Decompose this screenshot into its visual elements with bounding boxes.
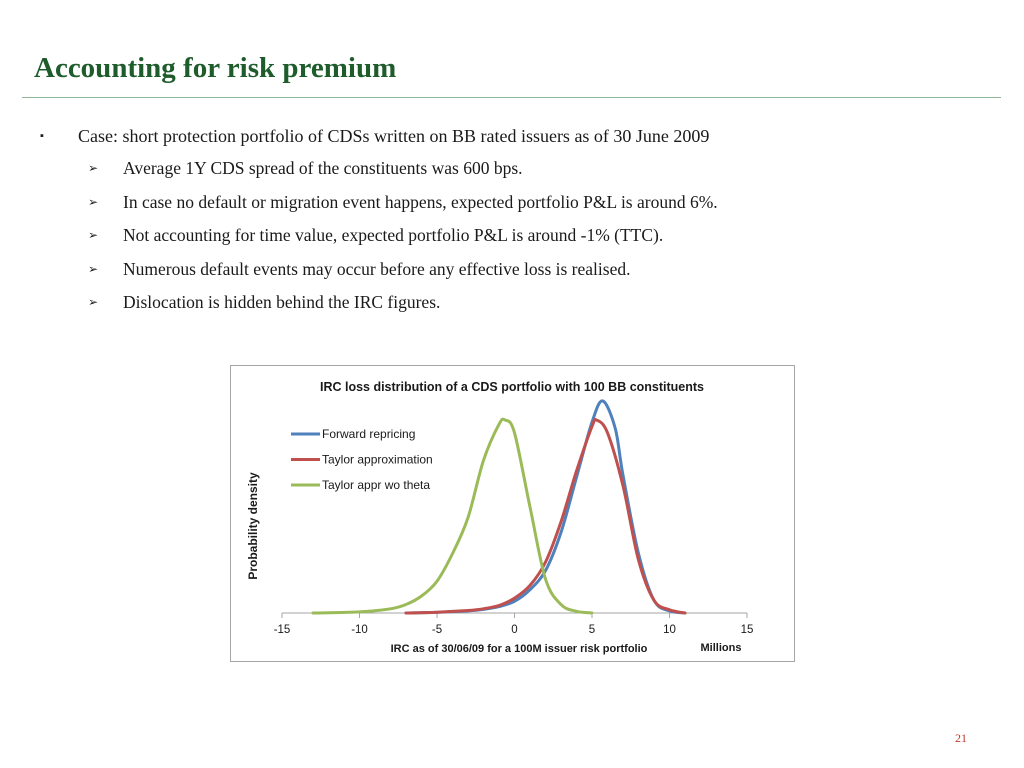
x-tick-label: -10 bbox=[351, 624, 368, 636]
legend-label: Forward repricing bbox=[322, 427, 415, 441]
sub-bullet-text: Average 1Y CDS spread of the constituent… bbox=[123, 158, 523, 178]
square-bullet-icon: ▪ bbox=[40, 130, 44, 142]
legend-label: Taylor appr wo theta bbox=[322, 478, 430, 492]
chart-title: IRC loss distribution of a CDS portfolio… bbox=[320, 380, 704, 394]
slide-title: Accounting for risk premium bbox=[34, 52, 397, 84]
x-tick-label: 10 bbox=[663, 624, 676, 636]
sub-bullet-text: Dislocation is hidden behind the IRC fig… bbox=[123, 292, 441, 312]
arrow-bullet-icon: ➢ bbox=[88, 161, 99, 175]
taylor-approximation-line bbox=[404, 417, 687, 615]
arrow-bullet-icon: ➢ bbox=[88, 261, 99, 276]
sub-bullet: ➢ Numerous default events may occur befo… bbox=[34, 255, 984, 289]
y-axis-label: Probability density bbox=[246, 472, 260, 580]
arrow-bullet-icon: ➢ bbox=[88, 194, 99, 209]
sub-bullet: ➢ In case no default or migration event … bbox=[34, 188, 984, 222]
x-tick-label: 0 bbox=[511, 624, 517, 636]
x-axis-label: IRC as of 30/06/09 for a 100M issuer ris… bbox=[391, 643, 648, 655]
bullet-main-text: Case: short protection portfolio of CDSs… bbox=[78, 126, 710, 146]
arrow-bullet-icon: ➢ bbox=[88, 228, 99, 242]
x-tick-label: 15 bbox=[741, 624, 754, 636]
chart-legend: Forward repricing Taylor approximation Tay… bbox=[291, 427, 433, 492]
sub-bullet: ➢ Not accounting for time value, expecte… bbox=[34, 221, 984, 255]
plot-series bbox=[311, 399, 687, 615]
x-tick-label: -5 bbox=[432, 624, 442, 636]
irc-chart: IRC loss distribution of a CDS portfolio… bbox=[230, 365, 795, 662]
title-divider bbox=[22, 97, 1001, 98]
sub-bullet: ➢ Dislocation is hidden behind the IRC f… bbox=[34, 288, 984, 322]
sub-bullet: ➢ Average 1Y CDS spread of the constitue… bbox=[34, 154, 984, 188]
x-axis-unit-label: Millions bbox=[701, 642, 742, 654]
chart-canvas: IRC loss distribution of a CDS portfolio… bbox=[246, 380, 754, 655]
sub-bullet-text: Numerous default events may occur before… bbox=[123, 258, 631, 279]
taylor-appr-wo-theta-line bbox=[311, 417, 594, 615]
sub-bullet-text: In case no default or migration event ha… bbox=[123, 191, 718, 212]
bullet-main: ▪ Case: short protection portfolio of CD… bbox=[34, 122, 984, 154]
x-tick-label: -15 bbox=[274, 624, 291, 636]
sub-bullet-text: Not accounting for time value, expected … bbox=[123, 225, 664, 245]
arrow-bullet-icon: ➢ bbox=[88, 295, 99, 309]
bullet-list: ▪ Case: short protection portfolio of CD… bbox=[34, 122, 984, 322]
x-axis: -15 -10 -5 0 5 10 15 bbox=[274, 612, 754, 636]
x-tick-label: 5 bbox=[589, 624, 595, 636]
legend-label: Taylor approximation bbox=[322, 453, 433, 467]
page-number: 21 bbox=[955, 731, 967, 745]
